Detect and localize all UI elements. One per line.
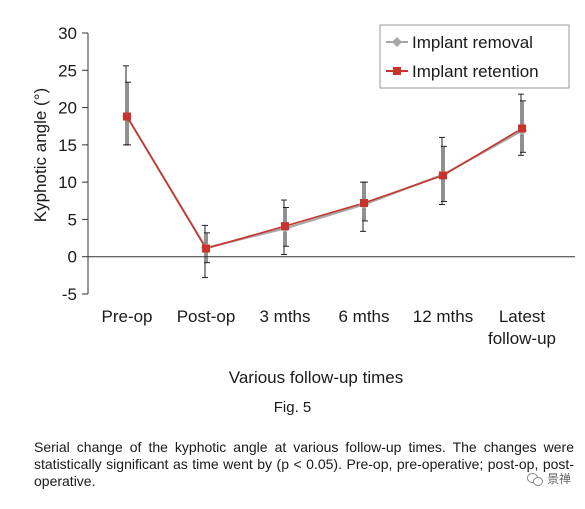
watermark: 景禅: [526, 470, 571, 487]
error-bars: [123, 65, 526, 279]
y-tick-label: 5: [68, 210, 77, 229]
y-tick-label: -5: [62, 285, 77, 304]
x-axis-label: Various follow-up times: [229, 368, 403, 387]
y-tick-label: 10: [58, 173, 77, 192]
legend: Implant removal Implant retention: [379, 24, 570, 89]
figure-caption: Serial change of the kyphotic angle at v…: [34, 439, 574, 489]
y-tick-label: 15: [58, 136, 77, 155]
watermark-text: 景禅: [546, 472, 571, 486]
x-tick-label: Latest: [499, 307, 546, 326]
x-tick-label: Post-op: [177, 307, 236, 326]
y-ticks: 30 25 20 15 10 5 0 -5: [58, 24, 88, 304]
legend-label-implant-removal: Implant removal: [412, 33, 533, 52]
series-lines: [126, 115, 523, 250]
x-tick-label: Pre-op: [101, 307, 152, 326]
legend-marker-implant-removal: [392, 37, 402, 47]
series-line-implant-retention: [126, 116, 523, 250]
point-implant-retention: [439, 171, 447, 180]
point-implant-retention: [360, 199, 368, 208]
y-tick-label: 25: [58, 61, 77, 80]
x-tick-label: 6 mths: [338, 307, 389, 326]
x-ticks: Pre-op Post-op 3 mths 6 mths 12 mths Latest fo…: [101, 307, 556, 348]
point-implant-retention: [123, 112, 131, 121]
x-tick-label: follow-up: [488, 329, 556, 348]
x-tick-label: 12 mths: [413, 307, 473, 326]
series-line-implant-removal: [126, 115, 523, 250]
figure-label: Fig. 5: [273, 399, 312, 416]
legend-marker-implant-retention: [393, 67, 401, 75]
x-tick-label: 3 mths: [259, 307, 310, 326]
y-tick-label: 30: [58, 24, 77, 43]
legend-label-implant-retention: Implant retention: [412, 62, 539, 81]
wechat-icon: [526, 472, 543, 486]
y-tick-label: 0: [68, 248, 77, 267]
legend-box: [379, 24, 570, 89]
axes: [87, 33, 575, 294]
y-tick-label: 20: [58, 99, 77, 118]
y-axis-label: Kyphotic angle (°): [31, 88, 50, 222]
point-implant-retention: [202, 244, 210, 253]
kyphotic-angle-chart: 30 25 20 15 10 5 0 -5 Pre-op Post-op 3 mths 6 mths…: [31, 24, 575, 387]
point-implant-retention: [281, 222, 289, 231]
series-markers: [122, 111, 527, 253]
point-implant-retention: [518, 124, 526, 133]
